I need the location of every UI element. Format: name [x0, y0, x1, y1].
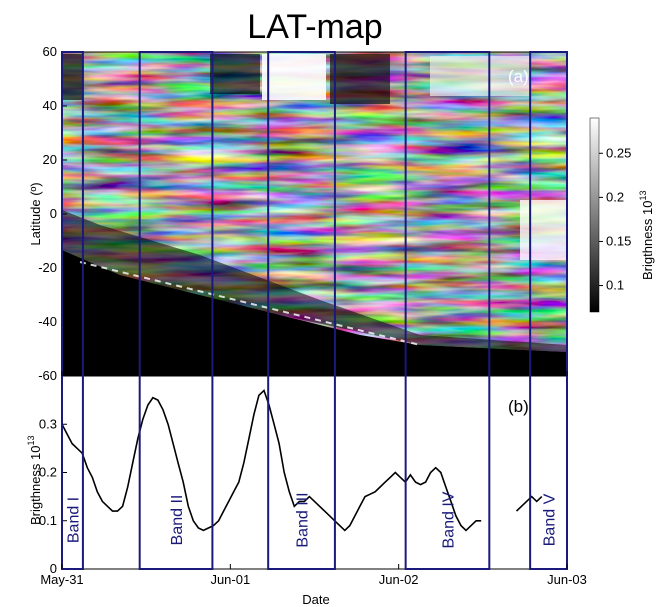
- panel-a-label: (a): [508, 67, 529, 86]
- colorbar: 0.1 0.15 0.2 0.25 Brigthness 1013: [589, 117, 655, 313]
- band-rect: [138, 51, 214, 570]
- line-y-label-exponent: 13: [26, 435, 36, 445]
- heatmap-y-label: Latitude (º): [28, 182, 43, 245]
- band-label: Band IV: [440, 491, 457, 548]
- date-tick-label: Jun-01: [210, 572, 250, 587]
- heatmap-dark-top: [62, 210, 567, 352]
- band-label: Band II: [169, 495, 186, 546]
- band-label: Band I: [65, 497, 82, 543]
- heatmap-y-tick-label: 60: [43, 44, 57, 59]
- date-tick-label: May-31: [40, 572, 83, 587]
- figure-title: LAT-map: [247, 8, 382, 46]
- heatmap-y-tick-label: 20: [43, 152, 57, 167]
- panel-b-label: (b): [508, 397, 529, 416]
- band-label: Band III: [295, 492, 312, 547]
- x-axis-label: Date: [302, 592, 329, 607]
- band-label: Band V: [542, 493, 559, 546]
- line-y-tick-label: 0.1: [39, 513, 57, 528]
- heatmap-y-ticks: -60 -40 -20 0 20 40 60: [38, 44, 67, 383]
- colorbar-tick-label: 0.1: [606, 278, 624, 293]
- colorbar-ticks: 0.1 0.15 0.2 0.25: [599, 145, 631, 293]
- line-y-tick-label: 0: [50, 561, 57, 576]
- colorbar-label-text: Brigthness 10: [640, 201, 655, 281]
- date-tick-label: Jun-03: [547, 572, 587, 587]
- band-rect: [61, 51, 84, 570]
- heatmap-y-tick-label: -20: [38, 260, 57, 275]
- colorbar-label: Brigthness 1013: [638, 190, 655, 280]
- line-y-label-text: Brigthness 10: [28, 446, 43, 526]
- heatmap-y-tick-label: 40: [43, 98, 57, 113]
- line-panel: (b) 0 0.1 0.2 0.3 Brigthness 1013: [26, 375, 568, 576]
- date-tick-label: Jun-02: [379, 572, 419, 587]
- line-y-tick-label: 0.2: [39, 465, 57, 480]
- colorbar-label-exponent: 13: [638, 190, 648, 200]
- colorbar-tick-label: 0.15: [606, 233, 631, 248]
- heatmap-y-tick-label: -60: [38, 368, 57, 383]
- date-ticks: May-31 Jun-01 Jun-02 Jun-03: [40, 371, 587, 587]
- band-rect: [529, 51, 568, 570]
- line-y-ticks: 0 0.1 0.2 0.3: [39, 416, 67, 576]
- band-overlays: Band I Band II Band III Band IV Band V: [61, 51, 568, 570]
- colorbar-tick-label: 0.25: [606, 145, 631, 160]
- heatmap-y-tick-label: 0: [50, 206, 57, 221]
- line-y-tick-label: 0.3: [39, 416, 57, 431]
- heatmap-panel: (a) -60 -40 -20 0 20 40 60 Latitude (º): [28, 44, 568, 383]
- heatmap-dark-region: [62, 250, 567, 376]
- line-y-label: Brigthness 1013: [26, 435, 43, 525]
- band-rect: [404, 51, 491, 570]
- heatmap-y-tick-label: -40: [38, 314, 57, 329]
- band-rect: [267, 51, 336, 570]
- colorbar-tick-label: 0.2: [606, 189, 624, 204]
- colorbar-gradient: [589, 117, 600, 313]
